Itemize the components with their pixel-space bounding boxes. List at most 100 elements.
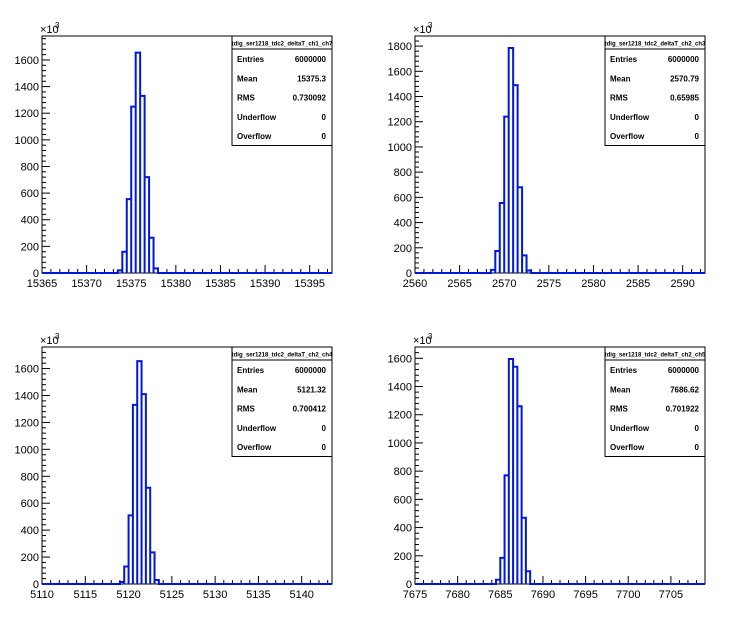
histogram-bin [122, 252, 126, 273]
stats-label: Overflow [610, 132, 645, 141]
histogram-outline [42, 360, 332, 585]
y-tick-label: 1600 [15, 364, 39, 376]
y-axis-exponent: 3 [55, 21, 60, 30]
stats-label: RMS [610, 94, 628, 103]
histogram-bin [495, 251, 499, 273]
histogram-bin [137, 361, 141, 584]
histogram-bin [154, 268, 158, 273]
stats-label: Entries [237, 55, 265, 64]
y-tick-label: 400 [394, 218, 412, 230]
x-tick-label: 15395 [294, 278, 325, 290]
stats-label: Entries [237, 366, 265, 375]
histogram-panel-2: 2560 2565 2570 2575 2580 2585 2590 0 200 400 600 80… [388, 21, 707, 290]
x-tick-label: 7700 [616, 589, 640, 601]
stats-value: 0.700412 [293, 405, 327, 414]
x-tick-label: 7695 [573, 589, 597, 601]
histogram-bin [120, 582, 124, 584]
stats-value: 0 [695, 424, 700, 433]
histogram-bin [150, 552, 154, 584]
x-tick-label: 7690 [531, 589, 555, 601]
y-tick-label: 1200 [388, 410, 412, 422]
stats-value: 2570.79 [670, 74, 699, 83]
stats-value: 0 [322, 424, 327, 433]
x-tick-label: 7675 [403, 589, 427, 601]
stats-label: Entries [610, 55, 638, 64]
y-tick-label: 800 [21, 471, 39, 483]
stats-label: Overflow [610, 443, 645, 452]
stats-value: 0 [695, 443, 700, 452]
y-tick-label: 600 [394, 192, 412, 204]
histogram-bin [155, 580, 159, 584]
y-tick-label: 400 [21, 525, 39, 537]
y-tick-label: 800 [21, 161, 39, 173]
y-tick-label: 400 [394, 523, 412, 535]
x-tick-label: 5125 [160, 589, 184, 601]
stats-value: 15375.3 [297, 74, 326, 83]
x-tick-label: 7685 [488, 589, 512, 601]
stats-label: Underflow [237, 424, 277, 433]
x-tick-label: 2580 [581, 278, 605, 290]
histogram-panel-3: 5110 5115 5120 5125 5130 5135 5140 0 200 400 600 80… [15, 332, 334, 601]
y-tick-label: 1600 [388, 66, 412, 78]
histogram-bin [496, 580, 500, 584]
stats-label: Underflow [610, 424, 650, 433]
stats-label: Entries [610, 366, 638, 375]
x-tick-label: 15380 [161, 278, 192, 290]
x-tick-label: 2565 [447, 278, 471, 290]
histogram-bin [124, 566, 128, 584]
x-tick-label: 2570 [492, 278, 516, 290]
stats-value: 6000000 [668, 55, 700, 64]
y-tick-label: 1600 [388, 353, 412, 365]
histogram-bin [504, 117, 508, 273]
y-tick-label: 800 [394, 466, 412, 478]
y-tick-label: 1200 [15, 108, 39, 120]
stats-label: Mean [610, 385, 631, 394]
stats-value: 0.730092 [293, 94, 327, 103]
histogram-bin [145, 177, 149, 273]
y-tick-label: 200 [21, 241, 39, 253]
stats-box-frame [231, 346, 333, 457]
x-tick-label: 5120 [116, 589, 140, 601]
histogram-bin [509, 359, 513, 584]
histogram-bin [491, 270, 495, 273]
histogram-title: tdig_ser1218_tdc2_deltaT_ch2_ch4 [232, 353, 333, 359]
stats-box: tdig_ser1218_tdc2_deltaT_ch2_ch3 Entries 6… [604, 35, 706, 146]
histogram-bin [518, 187, 522, 273]
stats-label: RMS [237, 94, 255, 103]
x-tick-label: 7680 [445, 589, 469, 601]
x-tick-label: 5135 [246, 589, 270, 601]
y-tick-label: 600 [21, 498, 39, 510]
histogram-title: tdig_ser1218_tdc2_deltaT_ch2_ch5 [605, 353, 706, 359]
histogram-bin [509, 48, 513, 273]
stats-box: tdig_ser1218_tdc2_deltaT_ch2_ch5 Entries 6… [604, 346, 706, 457]
histogram-bin [505, 475, 509, 584]
stats-value: 0 [322, 443, 327, 452]
x-tick-label: 5110 [30, 589, 54, 601]
stats-box: tdig_ser1218_tdc2_deltaT_ch1_ch7 Entries 6… [231, 35, 333, 146]
x-tick-label: 2575 [537, 278, 561, 290]
histogram-bin [513, 85, 517, 273]
y-tick-label: 0 [33, 268, 39, 280]
stats-value: 0 [322, 113, 327, 122]
y-tick-label: 800 [394, 167, 412, 179]
stats-box: tdig_ser1218_tdc2_deltaT_ch2_ch4 Entries 6… [231, 346, 333, 457]
y-tick-label: 1400 [388, 382, 412, 394]
stats-label: RMS [610, 405, 628, 414]
stats-value: 5121.32 [297, 385, 326, 394]
stats-label: RMS [237, 405, 255, 414]
histogram-title: tdig_ser1218_tdc2_deltaT_ch1_ch7 [232, 42, 333, 48]
y-tick-label: 1400 [15, 390, 39, 402]
y-tick-label: 200 [394, 243, 412, 255]
stats-value: 6000000 [295, 55, 327, 64]
y-tick-label: 1000 [388, 142, 412, 154]
stats-value: 0.701922 [666, 405, 700, 414]
y-tick-label: 200 [394, 551, 412, 563]
histogram-bin [522, 518, 526, 584]
y-tick-label: 600 [21, 188, 39, 200]
histogram-bin [140, 96, 144, 273]
y-tick-label: 1600 [15, 55, 39, 67]
y-tick-label: 1400 [388, 92, 412, 104]
x-tick-label: 5140 [289, 589, 313, 601]
histogram-bin [149, 238, 153, 273]
